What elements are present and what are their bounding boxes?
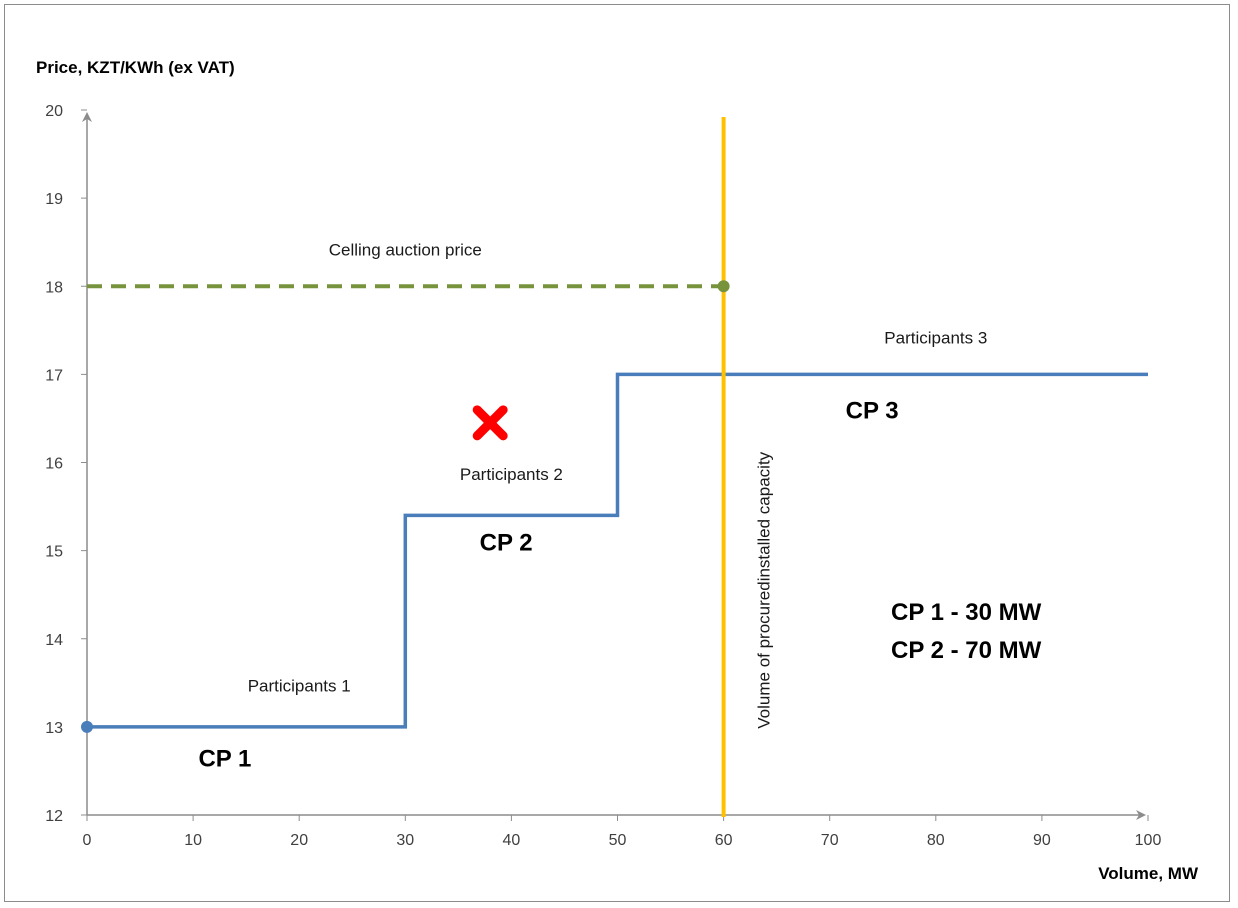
y-tick-label: 17 — [45, 367, 63, 384]
procured-capacity-label: Volume of procuredinstalled capacity — [755, 451, 774, 728]
x-tick-label: 30 — [396, 832, 414, 849]
x-tick-label: 60 — [715, 832, 733, 849]
annotation-label: Celling auction price — [329, 240, 482, 259]
y-tick-label: 13 — [45, 720, 63, 737]
bid-step-line — [87, 372, 1148, 729]
y-tick-label: 19 — [45, 191, 63, 208]
point-marker — [717, 280, 730, 293]
y-tick-label: 20 — [45, 103, 63, 120]
annotation-label: Participants 2 — [460, 465, 563, 484]
point-marker — [81, 720, 93, 733]
cp-label: CP 2 — [480, 530, 533, 557]
y-tick-label: 14 — [45, 632, 63, 649]
cp-label: CP 1 — [198, 746, 251, 773]
x-axis-title: Volume, MW — [1098, 864, 1199, 883]
capacity-summary-line: CP 2 - 70 MW — [891, 637, 1042, 664]
y-tick-label: 18 — [45, 279, 63, 296]
annotation-label: Participants 3 — [884, 329, 987, 348]
y-tick-label: 16 — [45, 456, 63, 473]
x-tick-label: 80 — [927, 832, 945, 849]
x-tick-label: 10 — [184, 832, 202, 849]
x-tick-label: 20 — [290, 832, 308, 849]
chart-frame — [4, 4, 1230, 902]
x-tick-label: 50 — [609, 832, 627, 849]
x-tick-label: 100 — [1135, 832, 1162, 849]
x-tick-label: 70 — [821, 832, 839, 849]
rejected-bid-cross-icon — [472, 405, 508, 441]
x-tick-label: 0 — [83, 832, 92, 849]
y-tick-label: 12 — [45, 808, 63, 825]
y-tick-label: 15 — [45, 544, 63, 561]
y-axis-title: Price, KZT/KWh (ex VAT) — [36, 58, 235, 77]
x-tick-label: 90 — [1033, 832, 1051, 849]
cp-label: CP 3 — [846, 397, 899, 424]
annotation-label: Participants 1 — [248, 677, 351, 696]
cross-stroke — [472, 405, 508, 441]
x-tick-label: 40 — [503, 832, 521, 849]
capacity-summary-line: CP 1 - 30 MW — [891, 599, 1042, 626]
